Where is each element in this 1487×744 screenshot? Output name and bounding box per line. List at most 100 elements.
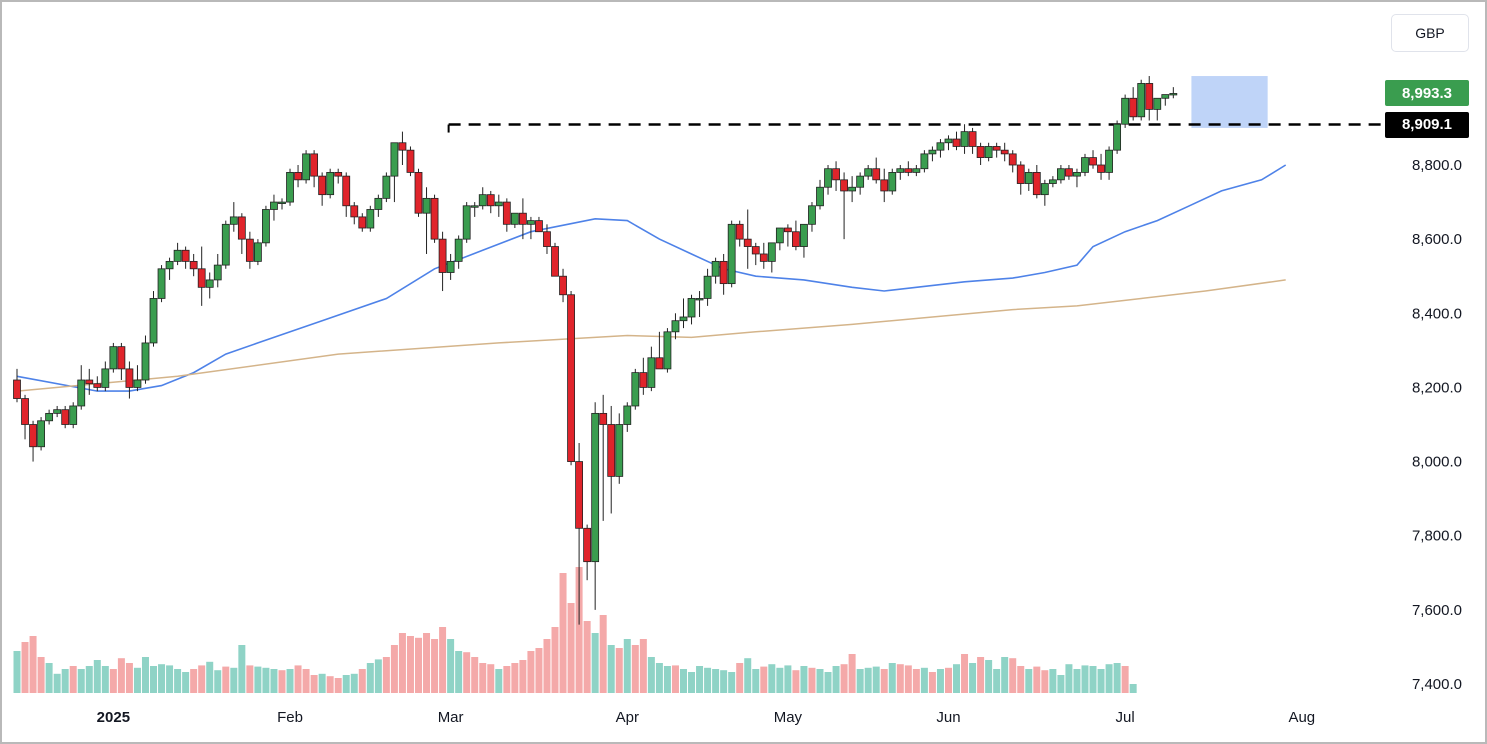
candle-body: [133, 379, 142, 388]
candle-body: [856, 175, 865, 188]
candle-body: [711, 260, 720, 277]
candle-body: [719, 260, 728, 285]
y-axis: 8,800.0 8,600.0 8,400.0 8,200.0 8,000.0 7,800…: [1412, 157, 1462, 693]
candle-body: [1000, 149, 1009, 155]
volume-bar: [704, 667, 712, 693]
candle-body: [149, 298, 158, 344]
volume-bar: [583, 621, 591, 693]
candle-body: [141, 342, 150, 381]
x-tick-label: Apr: [616, 709, 639, 726]
volume-bar: [840, 664, 848, 693]
y-tick-label: 7,600.0: [1412, 602, 1462, 619]
volume-bar: [382, 657, 390, 693]
candle-body: [358, 216, 367, 229]
volume-bar: [1081, 665, 1089, 693]
volume-bar: [125, 663, 133, 693]
candle-body: [109, 346, 118, 370]
candle-body: [783, 227, 792, 233]
volume-bar: [639, 639, 647, 693]
volume-bar: [423, 633, 431, 693]
candle-body: [952, 138, 961, 147]
volume-bar: [406, 636, 414, 693]
y-tick-label: 7,800.0: [1412, 528, 1462, 545]
volume-bar: [784, 665, 792, 693]
volume-bar: [101, 666, 109, 693]
candle-body: [808, 205, 816, 225]
volume-bar: [238, 645, 246, 693]
x-tick-label: May: [774, 709, 803, 726]
candle-body: [1008, 153, 1017, 166]
candle-body: [567, 294, 575, 462]
candle-body: [840, 179, 848, 192]
candle-body: [639, 372, 648, 388]
candle-body: [1169, 93, 1178, 96]
volume-bar: [302, 669, 310, 693]
x-tick-label: Jul: [1116, 709, 1135, 726]
candle-body: [510, 212, 519, 225]
candle-body: [462, 205, 471, 240]
candle-body: [366, 209, 375, 229]
candle-body: [679, 316, 688, 322]
volume-bar: [1009, 658, 1017, 693]
candle-body: [181, 249, 190, 262]
volume-bar: [977, 657, 985, 693]
candle-body: [37, 420, 45, 448]
volume-bar: [45, 663, 53, 693]
candle-body: [751, 246, 760, 255]
volume-bar: [663, 666, 671, 693]
candle-body: [695, 298, 704, 301]
volume-bar: [1041, 670, 1049, 693]
volume-bar: [270, 669, 278, 693]
candle-body: [687, 298, 696, 318]
candle-body: [318, 175, 327, 196]
volume-bar: [166, 665, 174, 693]
candle-body: [165, 260, 174, 270]
candle-body: [527, 220, 535, 225]
volume-bar: [479, 663, 487, 693]
candle-body: [888, 172, 897, 192]
candle-body: [864, 168, 873, 177]
volume-bar: [85, 666, 93, 693]
volume-bar: [720, 670, 728, 693]
volume-bar: [374, 659, 382, 693]
volume-bar: [856, 669, 864, 693]
candle-body: [912, 168, 921, 173]
candle-body: [221, 223, 230, 266]
candle-body: [800, 223, 808, 247]
candle-body: [551, 246, 559, 277]
candle-body: [1137, 83, 1146, 118]
candle-body: [1048, 179, 1057, 184]
last-price-badge: 8,993.3: [1385, 80, 1469, 107]
volume-bar: [1033, 666, 1041, 693]
volume-bar: [350, 673, 358, 693]
highlight-box: [1191, 76, 1268, 128]
volume-bar: [230, 667, 238, 693]
volume-bar: [527, 651, 535, 693]
volume-bar: [439, 627, 447, 693]
volume-bar: [872, 666, 880, 693]
volume-bar: [254, 666, 262, 693]
candle-body: [69, 405, 78, 425]
volume-bar: [158, 664, 166, 693]
candle-body: [591, 412, 600, 563]
highlight-box-layer: [1191, 76, 1268, 128]
y-tick-label: 7,400.0: [1412, 676, 1462, 693]
y-tick-label: 8,600.0: [1412, 231, 1462, 248]
candle-body: [631, 372, 640, 407]
x-axis: 2025 Feb Mar Apr May Jun Jul Aug: [97, 709, 1315, 726]
volume-bar: [286, 669, 294, 693]
volume-bar: [342, 675, 350, 693]
candle-body: [117, 346, 126, 370]
volume-bar: [1017, 666, 1025, 693]
volume-bar: [21, 642, 29, 693]
volume-bar: [559, 573, 567, 693]
candle-body: [342, 175, 351, 207]
candle-body: [270, 201, 278, 210]
volume-bar: [37, 657, 45, 693]
volume-bar: [928, 672, 936, 693]
volume-bar: [993, 669, 1001, 693]
candle-body: [350, 205, 359, 218]
volume-bar: [832, 666, 840, 693]
currency-button[interactable]: GBP: [1391, 14, 1469, 52]
